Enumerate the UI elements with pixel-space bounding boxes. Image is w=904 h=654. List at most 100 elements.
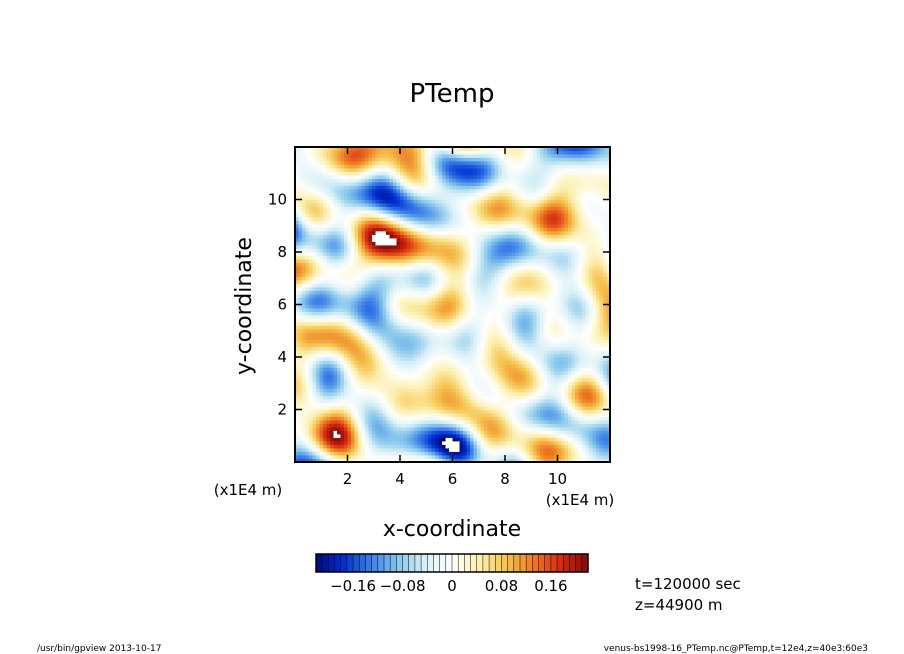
heatmap-cell	[305, 367, 310, 372]
heatmap-cell	[316, 406, 320, 410]
heatmap-cell	[298, 378, 303, 382]
heatmap-cell	[386, 325, 390, 330]
heatmap-cell	[582, 308, 586, 312]
heatmap-cell	[354, 329, 359, 333]
heatmap-cell	[400, 276, 404, 281]
heatmap-cell	[410, 329, 415, 333]
heatmap-cell	[606, 364, 610, 368]
heatmap-cell	[428, 287, 432, 291]
heatmap-cell	[309, 290, 313, 295]
heatmap-cell	[494, 294, 499, 298]
heatmap-cell	[333, 311, 338, 316]
heatmap-cell	[410, 430, 415, 435]
heatmap-cell	[592, 364, 597, 368]
heatmap-cell	[477, 304, 481, 309]
heatmap-cell	[547, 455, 551, 459]
heatmap-cell	[505, 434, 509, 438]
heatmap-cell	[578, 437, 583, 442]
heatmap-cell	[312, 441, 317, 445]
heatmap-cell	[536, 322, 541, 326]
heatmap-cell	[463, 388, 467, 393]
heatmap-cell	[368, 266, 373, 270]
heatmap-cell	[316, 367, 320, 372]
heatmap-cell	[323, 357, 327, 361]
heatmap-cell	[358, 294, 362, 298]
heatmap-cell	[382, 339, 387, 344]
heatmap-cell	[326, 413, 331, 417]
heatmap-cell	[347, 350, 352, 354]
heatmap-cell	[568, 434, 572, 438]
heatmap-cell	[592, 423, 597, 428]
heatmap-cell	[477, 444, 481, 449]
heatmap-cell	[540, 336, 544, 340]
heatmap-cell	[431, 444, 436, 449]
heatmap-cell	[428, 406, 432, 410]
heatmap-cell	[435, 266, 439, 270]
heatmap-cell	[582, 332, 586, 337]
heatmap-cell	[603, 273, 607, 277]
heatmap-cell	[501, 339, 506, 344]
heatmap-cell	[407, 451, 411, 456]
heatmap-cell	[396, 451, 401, 456]
heatmap-cell	[505, 455, 509, 459]
heatmap-cell	[522, 441, 527, 445]
heatmap-cell	[333, 332, 338, 337]
heatmap-cell	[337, 430, 341, 435]
heatmap-cell	[533, 353, 537, 358]
heatmap-cell	[592, 448, 597, 452]
heatmap-cell	[361, 409, 366, 414]
heatmap-cell	[323, 427, 327, 431]
heatmap-cell	[487, 280, 492, 284]
heatmap-cell	[319, 406, 324, 410]
heatmap-cell	[382, 378, 387, 382]
heatmap-cell	[323, 416, 327, 421]
heatmap-cell	[340, 381, 345, 386]
heatmap-cell	[309, 367, 313, 372]
heatmap-cell	[389, 441, 394, 445]
heatmap-cell	[319, 329, 324, 333]
heatmap-cell	[540, 287, 544, 291]
heatmap-cell	[592, 437, 597, 442]
heatmap-cell	[491, 388, 495, 393]
heatmap-cell	[351, 336, 355, 340]
heatmap-cell	[578, 392, 583, 396]
heatmap-cell	[585, 350, 590, 354]
heatmap-cell	[578, 441, 583, 445]
heatmap-cell	[393, 304, 397, 309]
heatmap-cell	[358, 350, 362, 354]
heatmap-cell	[596, 318, 600, 323]
heatmap-cell	[571, 294, 576, 298]
heatmap-cell	[389, 325, 394, 330]
heatmap-cell	[421, 297, 425, 302]
heatmap-cell	[309, 329, 313, 333]
heatmap-cell	[417, 297, 422, 302]
heatmap-cell	[505, 385, 509, 389]
heatmap-cell	[557, 437, 562, 442]
heatmap-cell	[529, 399, 534, 403]
heatmap-cell	[330, 427, 334, 431]
heatmap-cell	[375, 315, 380, 319]
heatmap-cell	[435, 297, 439, 302]
heatmap-cell	[543, 385, 548, 389]
heatmap-cell	[351, 346, 355, 351]
heatmap-cell	[599, 360, 604, 365]
heatmap-cell	[389, 448, 394, 452]
heatmap-cell	[305, 392, 310, 396]
heatmap-cell	[365, 357, 369, 361]
heatmap-cell	[379, 427, 383, 431]
heatmap-cell	[386, 353, 390, 358]
heatmap-cell	[533, 301, 537, 305]
heatmap-cell	[547, 420, 551, 424]
heatmap-cell	[438, 322, 443, 326]
heatmap-cell	[438, 374, 443, 379]
heatmap-cell	[459, 353, 464, 358]
heatmap-cell	[536, 385, 541, 389]
heatmap-cell	[375, 297, 380, 302]
heatmap-cell	[557, 297, 562, 302]
heatmap-cell	[323, 332, 327, 337]
heatmap-cell	[470, 392, 474, 396]
heatmap-cell	[473, 276, 478, 281]
heatmap-cell	[585, 301, 590, 305]
heatmap-cell	[568, 430, 572, 435]
heatmap-cell	[501, 409, 506, 414]
